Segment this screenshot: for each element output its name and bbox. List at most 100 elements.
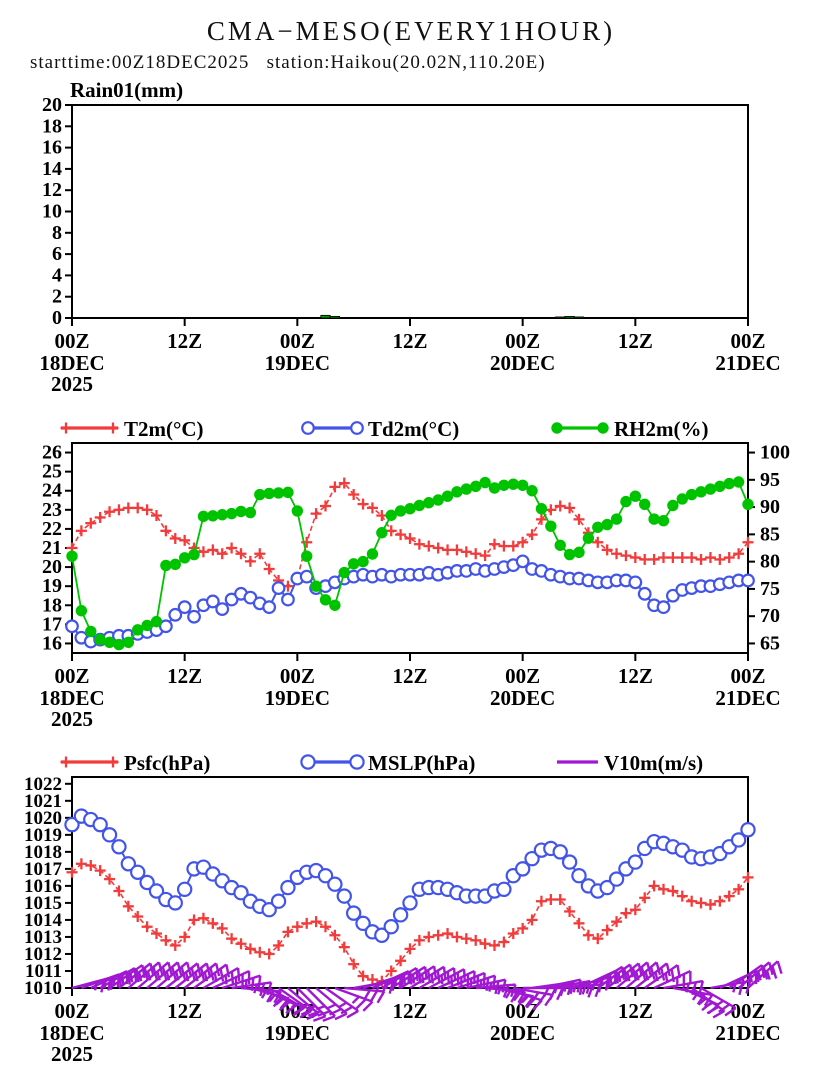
wind-barb-feather: [300, 1007, 314, 1016]
wind-barb-feather: [355, 998, 367, 1010]
mslp-marker: [120, 856, 137, 872]
wind-barb-staff: [587, 965, 623, 990]
wind-barb-feather: [724, 1007, 737, 1017]
x-tick-label: 00Z: [730, 664, 765, 688]
td2m-marker: [281, 592, 295, 607]
pressure-panel-legend: Psfc(hPa) MSLP(hPa) V10m(m/s): [60, 751, 703, 775]
wind-barb-staff: [334, 986, 373, 1003]
rh2m-marker: [742, 498, 754, 511]
rh2m-marker: [432, 494, 444, 506]
mslp-marker: [261, 902, 277, 918]
rh2m-marker: [516, 479, 529, 491]
y-tick-label: 16: [42, 632, 62, 654]
x-tick-label: 00Z: [54, 664, 89, 688]
mslp-marker: [92, 816, 108, 833]
legend-label: MSLP(hPa): [368, 751, 475, 775]
wind-barb-staff: [277, 987, 313, 1012]
mslp-marker: [608, 871, 625, 887]
rh2m-marker: [160, 559, 172, 572]
x-date-label: 19DEC: [265, 1021, 330, 1045]
x-date-label: 19DEC: [265, 686, 330, 710]
rh2m-marker: [685, 488, 698, 501]
wind-barb-feather: [328, 1007, 342, 1016]
rain-bar: [555, 316, 566, 319]
td2m-marker: [205, 594, 220, 609]
wind-barb-feather: [326, 1003, 337, 1010]
x-date-label: 21DEC: [715, 1021, 780, 1045]
wind-barb-feather: [532, 991, 540, 1001]
wind-barb-feather: [225, 964, 231, 978]
td2m-marker: [65, 619, 79, 634]
mslp-marker: [524, 850, 540, 867]
x-tick-label: 12Z: [167, 664, 202, 688]
rh2m-marker: [498, 479, 510, 491]
x-tick-label: 00Z: [54, 329, 89, 353]
mslp-marker: [496, 881, 512, 898]
td2m-marker: [515, 554, 530, 569]
mslp-marker: [101, 827, 118, 843]
wind-barb-feather: [317, 1010, 331, 1017]
rh2m-marker: [235, 505, 247, 518]
mslp-marker: [176, 881, 193, 898]
rh2m-marker: [573, 546, 585, 559]
wind-barb-feather: [420, 973, 425, 984]
y-tick-label: 25: [42, 461, 62, 483]
wind-barb-feather: [364, 989, 371, 999]
rain-bar: [320, 314, 331, 319]
wind-barb-feather: [543, 987, 550, 997]
rh2m-marker: [366, 548, 379, 560]
wind-barb-staff: [728, 964, 763, 989]
x-year-label: 2025: [51, 707, 93, 731]
y-tick-right-label: 100: [760, 442, 790, 464]
t2m-series: [66, 477, 754, 592]
wind-barb-feather: [513, 992, 521, 1002]
rh2m-marker: [385, 509, 397, 521]
rh2m-marker: [225, 507, 238, 520]
x-year-label: 2025: [51, 1042, 93, 1065]
mslp-marker: [402, 895, 418, 911]
y-tick-right-label: 75: [760, 578, 780, 600]
wind-barb-staff: [221, 974, 261, 990]
wind-barb-staff: [747, 960, 779, 989]
y-tick-label: 1014: [24, 910, 63, 931]
mslp-marker: [111, 839, 127, 855]
wind-barb-staff: [737, 961, 771, 989]
rh2m-marker: [488, 482, 501, 494]
mslp-marker: [599, 879, 615, 896]
wind-barb-feather: [298, 1003, 309, 1010]
rh2m-legend-icon: [597, 422, 609, 434]
wind-barb-staff: [174, 962, 208, 989]
wind-barb-staff: [437, 970, 475, 990]
wind-barb-staff: [231, 981, 272, 990]
y-tick-right-label: 80: [760, 551, 780, 573]
wind-barb-feather: [521, 995, 530, 1004]
td2m-marker: [158, 619, 173, 634]
panel-frame: [71, 776, 749, 989]
y-tick-label: 1010: [24, 978, 62, 999]
wind-barb-staff: [456, 974, 496, 990]
wind-barb-staff: [324, 987, 359, 1012]
wind-barb-staff: [108, 964, 144, 989]
y-tick-label: 4: [52, 264, 62, 286]
mslp-marker: [317, 867, 334, 884]
wind-barb-staff: [146, 961, 179, 989]
rh2m-marker: [676, 493, 688, 505]
wind-barb-feather: [581, 985, 587, 995]
wind-barb-staff: [418, 966, 455, 990]
wind-barb-feather: [698, 980, 705, 994]
y-tick-label: 1020: [24, 808, 62, 829]
panel-frame: [71, 442, 749, 654]
mslp-marker: [280, 879, 296, 896]
rh2m-marker: [563, 548, 576, 561]
wind-barb-feather: [351, 995, 360, 1005]
legend-item: T2m(°C): [60, 417, 204, 441]
wind-barb-feather: [572, 983, 578, 993]
y-tick-right-label: 65: [760, 632, 780, 654]
wind-barb-staff: [296, 987, 327, 1018]
wind-barb-feather: [283, 999, 293, 1008]
rh2m-marker: [244, 506, 257, 519]
rain-bar: [573, 316, 585, 319]
td2m-marker: [656, 600, 671, 615]
wind-barb-staff: [287, 987, 320, 1015]
